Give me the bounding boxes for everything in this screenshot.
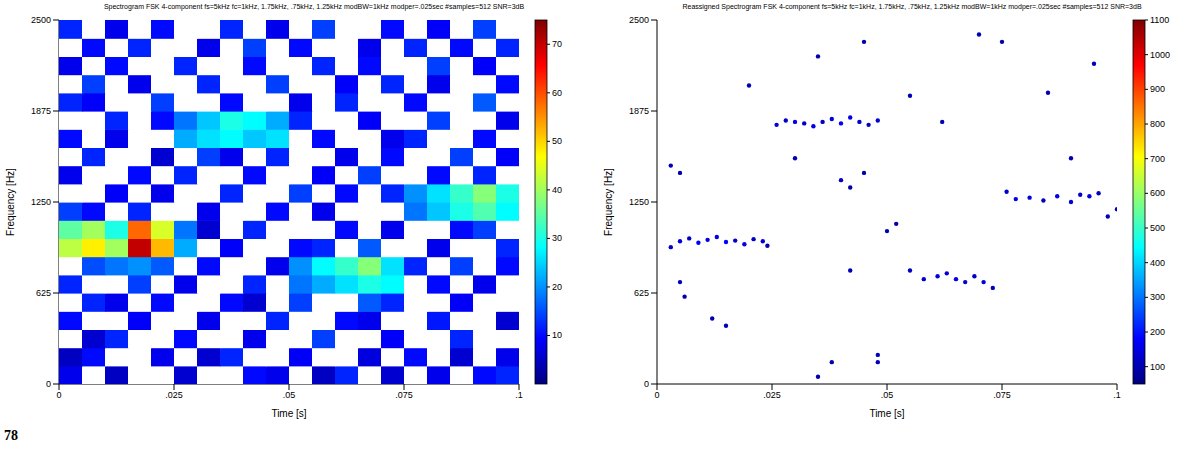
svg-text:1250: 1250 bbox=[629, 197, 649, 207]
svg-text:1000: 1000 bbox=[1150, 50, 1170, 60]
svg-text:.075: .075 bbox=[993, 390, 1011, 400]
svg-text:625: 625 bbox=[36, 288, 51, 298]
svg-text:.05: .05 bbox=[283, 390, 296, 400]
svg-text:.075: .075 bbox=[395, 390, 413, 400]
svg-text:1250: 1250 bbox=[31, 197, 51, 207]
svg-text:.1: .1 bbox=[515, 390, 523, 400]
svg-text:40: 40 bbox=[552, 185, 562, 195]
svg-text:.025: .025 bbox=[165, 390, 183, 400]
svg-text:1875: 1875 bbox=[31, 106, 51, 116]
svg-text:30: 30 bbox=[552, 233, 562, 243]
svg-text:0: 0 bbox=[46, 379, 51, 389]
svg-text:Time [s]: Time [s] bbox=[271, 408, 306, 419]
svg-text:500: 500 bbox=[1150, 223, 1165, 233]
svg-text:0: 0 bbox=[654, 390, 659, 400]
svg-text:0: 0 bbox=[644, 379, 649, 389]
html-text:Spectrogram FSK 4-component fs: Spectrogram FSK 4-component fs=5kHz fc=1… bbox=[103, 3, 525, 10]
svg-text:700: 700 bbox=[1150, 154, 1165, 164]
svg-text:600: 600 bbox=[1150, 188, 1165, 198]
svg-text:.1: .1 bbox=[1113, 390, 1121, 400]
html-text:78: 78 bbox=[4, 428, 18, 443]
svg-text:Frequency [Hz]: Frequency [Hz] bbox=[603, 168, 614, 236]
svg-text:900: 900 bbox=[1150, 84, 1165, 94]
svg-text:2500: 2500 bbox=[31, 15, 51, 25]
svg-text:800: 800 bbox=[1150, 119, 1165, 129]
svg-text:.05: .05 bbox=[881, 390, 894, 400]
svg-text:Time [s]: Time [s] bbox=[869, 408, 904, 419]
svg-text:1875: 1875 bbox=[629, 106, 649, 116]
html-text:Reassigned Spectrogram FSK 4-c: Reassigned Spectrogram FSK 4-component f… bbox=[682, 3, 1142, 10]
svg-text:20: 20 bbox=[552, 282, 562, 292]
svg-text:0: 0 bbox=[56, 390, 61, 400]
svg-text:60: 60 bbox=[552, 88, 562, 98]
svg-text:300: 300 bbox=[1150, 292, 1165, 302]
svg-text:100: 100 bbox=[1150, 362, 1165, 372]
svg-text:.025: .025 bbox=[763, 390, 781, 400]
svg-text:2500: 2500 bbox=[629, 15, 649, 25]
svg-text:1100: 1100 bbox=[1150, 15, 1169, 25]
svg-text:50: 50 bbox=[552, 136, 562, 146]
svg-text:Frequency [Hz]: Frequency [Hz] bbox=[5, 168, 16, 236]
svg-text:70: 70 bbox=[552, 39, 562, 49]
svg-text:400: 400 bbox=[1150, 258, 1165, 268]
svg-text:200: 200 bbox=[1150, 327, 1165, 337]
svg-text:625: 625 bbox=[634, 288, 649, 298]
svg-text:10: 10 bbox=[552, 330, 562, 340]
